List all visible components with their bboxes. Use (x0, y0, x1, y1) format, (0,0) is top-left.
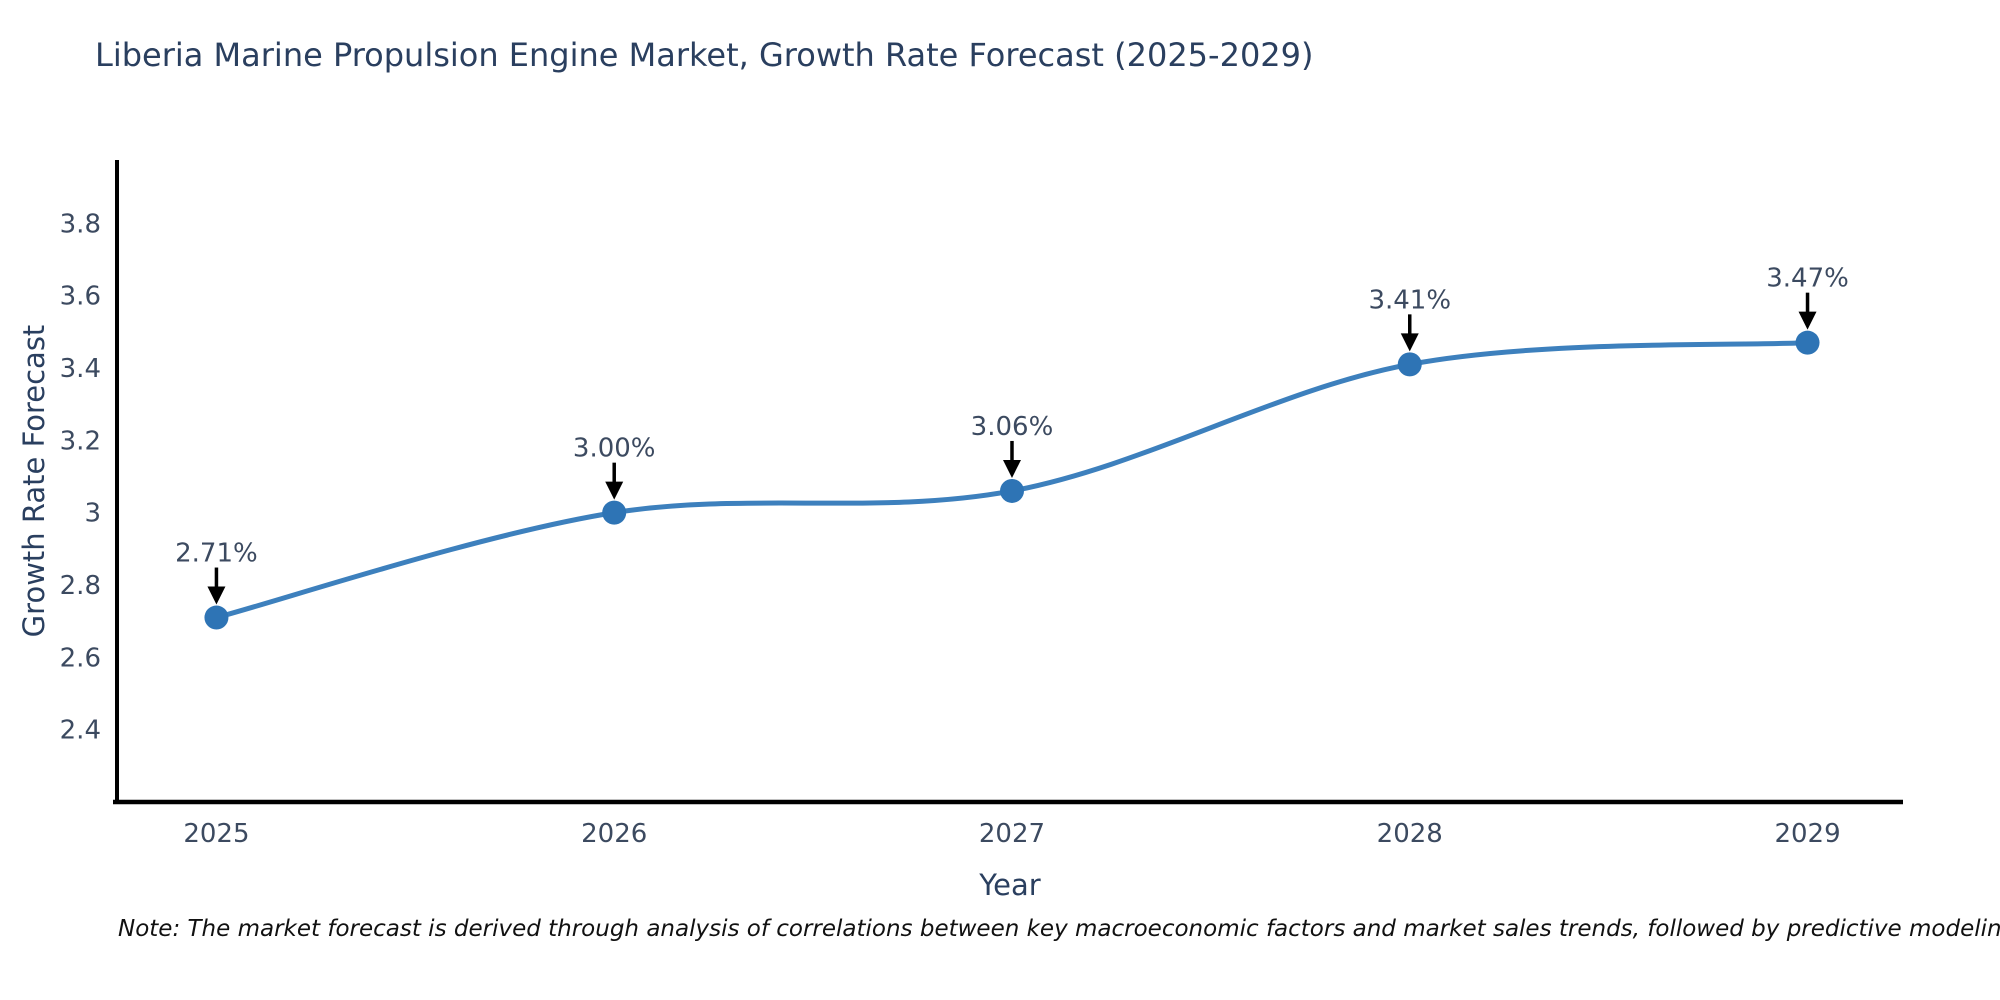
x-tick-label: 2027 (979, 819, 1045, 849)
annotation-arrow-head (1400, 333, 1419, 352)
y-tick-label: 2.4 (60, 716, 101, 746)
data-point-label: 3.00% (573, 434, 656, 464)
annotation-arrow-head (1002, 459, 1021, 478)
chart-title: Liberia Marine Propulsion Engine Market,… (95, 36, 1314, 74)
y-tick-label: 2.8 (60, 571, 101, 601)
y-tick-label: 3.8 (60, 209, 101, 239)
data-point-label: 3.47% (1766, 264, 1849, 294)
x-tick-label: 2029 (1774, 819, 1840, 849)
x-tick-label: 2025 (183, 819, 249, 849)
data-point-label: 3.06% (971, 412, 1054, 442)
annotation-arrow-head (605, 481, 624, 500)
footnote: Note: The market forecast is derived thr… (118, 916, 2000, 942)
y-tick-label: 2.6 (60, 643, 101, 673)
y-tick-label: 3 (84, 499, 101, 529)
data-point-marker (1795, 330, 1820, 355)
y-axis-title: Growth Rate Forecast (17, 324, 51, 638)
annotation-arrow-head (1798, 311, 1817, 330)
x-axis-title: Year (979, 868, 1041, 902)
x-tick-label: 2026 (581, 819, 647, 849)
data-point-marker (204, 605, 229, 630)
data-point-label: 2.71% (175, 539, 258, 569)
data-point-label: 3.41% (1368, 285, 1451, 315)
y-tick-label: 3.4 (60, 354, 101, 384)
annotation-arrow-head (207, 586, 226, 605)
y-tick-label: 3.2 (60, 426, 101, 456)
y-tick-label: 3.6 (60, 282, 101, 312)
x-tick-label: 2028 (1377, 819, 1443, 849)
data-point-marker (602, 500, 627, 525)
data-point-marker (1397, 352, 1422, 377)
data-point-marker (999, 478, 1024, 503)
